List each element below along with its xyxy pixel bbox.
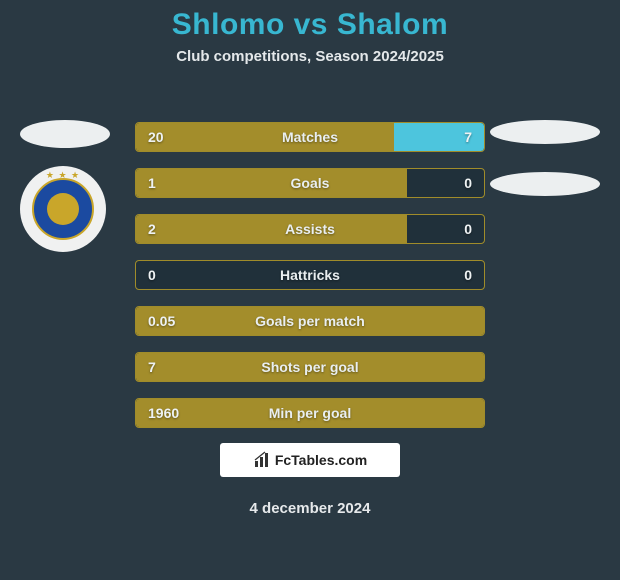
stat-left-value: 7 xyxy=(148,353,156,381)
stat-label: Goals per match xyxy=(136,307,484,335)
left-club-logo: ★ ★ ★ xyxy=(20,166,106,252)
stat-right-value: 0 xyxy=(464,261,472,289)
footer-text: FcTables.com xyxy=(275,452,367,468)
chart-icon xyxy=(253,451,271,469)
club-crest-inner xyxy=(32,178,94,240)
player-right-column xyxy=(490,120,600,196)
right-name-oval-1 xyxy=(490,120,600,144)
stat-left-value: 20 xyxy=(148,123,164,151)
stat-row: Goals1 0 xyxy=(135,168,485,198)
left-name-oval xyxy=(20,120,110,148)
stat-left-value: 0 xyxy=(148,261,156,289)
stat-right-value: 0 xyxy=(464,215,472,243)
stat-left-value: 1960 xyxy=(148,399,179,427)
date-label: 4 december 2024 xyxy=(0,500,620,517)
stat-row: Assists2 0 xyxy=(135,214,485,244)
stat-left-value: 2 xyxy=(148,215,156,243)
footer-badge[interactable]: FcTables.com xyxy=(220,443,400,477)
stat-label: Min per goal xyxy=(136,399,484,427)
stat-row: Hattricks0 0 xyxy=(135,260,485,290)
right-name-oval-2 xyxy=(490,172,600,196)
stat-right-value: 7 xyxy=(464,123,472,151)
subtitle: Club competitions, Season 2024/2025 xyxy=(0,48,620,65)
stat-row: Matches20 7 xyxy=(135,122,485,152)
stat-row: Min per goal1960 xyxy=(135,398,485,428)
stat-left-value: 0.05 xyxy=(148,307,175,335)
stat-right-value: 0 xyxy=(464,169,472,197)
page-title: Shlomo vs Shalom xyxy=(0,0,620,42)
stat-label: Shots per goal xyxy=(136,353,484,381)
stat-left-value: 1 xyxy=(148,169,156,197)
stat-label: Assists xyxy=(136,215,484,243)
stat-label: Matches xyxy=(136,123,484,151)
stat-row: Goals per match0.05 xyxy=(135,306,485,336)
stats-bars: Matches207Goals10Assists20Hattricks00Goa… xyxy=(135,122,485,444)
ball-icon xyxy=(47,193,79,225)
stat-label: Hattricks xyxy=(136,261,484,289)
player-left-column: ★ ★ ★ xyxy=(20,120,110,252)
stat-row: Shots per goal7 xyxy=(135,352,485,382)
stat-label: Goals xyxy=(136,169,484,197)
